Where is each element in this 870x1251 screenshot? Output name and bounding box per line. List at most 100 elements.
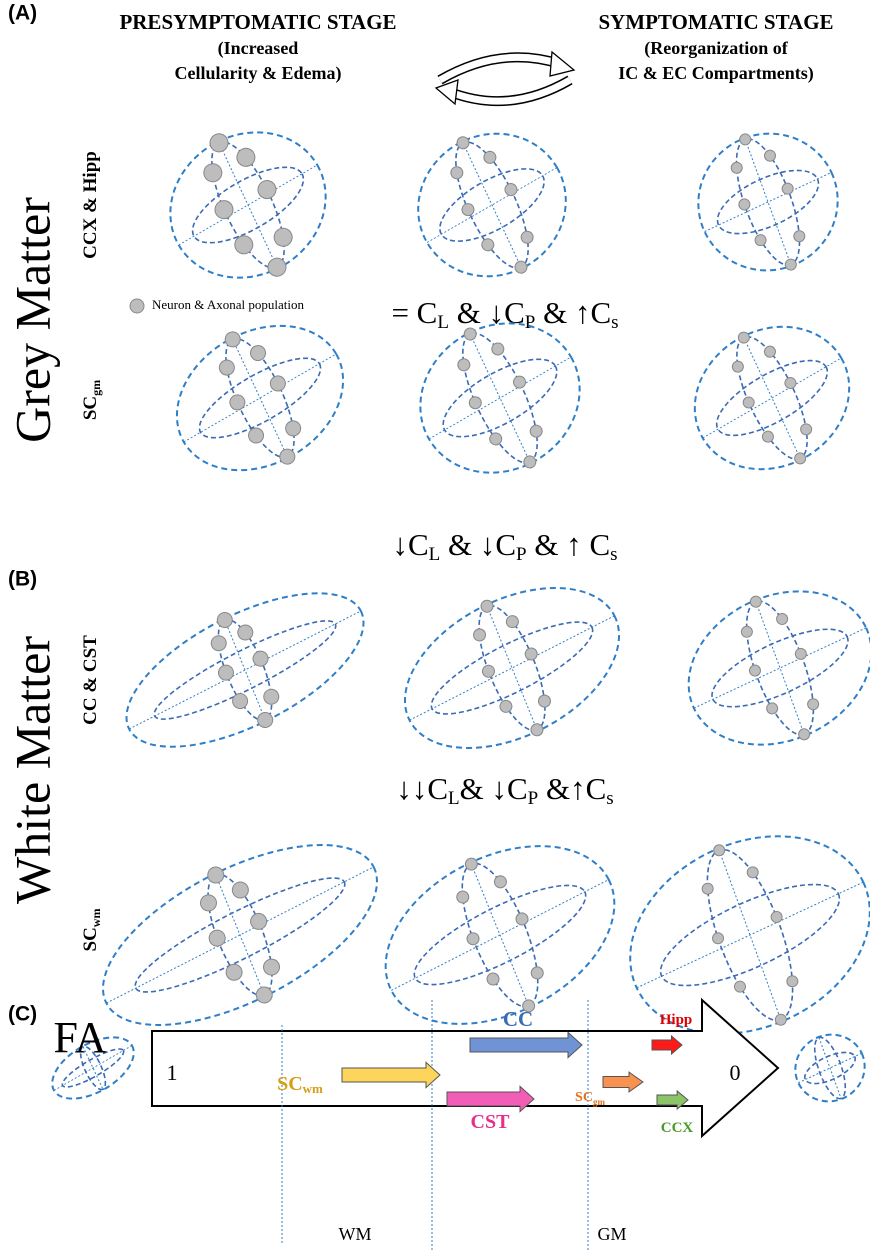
neuron: [738, 132, 752, 146]
neuron: [792, 229, 806, 243]
section-label: White Matter: [4, 636, 60, 904]
formula-text: ↓C: [392, 527, 428, 562]
neuron: [248, 911, 269, 932]
formula-sub: L: [437, 312, 449, 333]
tensor-cell: [353, 804, 648, 1066]
neuron: [781, 182, 795, 196]
outer-ellipse: [784, 1023, 870, 1112]
tensor-cell: [673, 105, 863, 299]
neuron: [701, 882, 715, 896]
neuron: [761, 429, 776, 444]
outer-ellipse: [669, 299, 870, 497]
neuron: [261, 687, 281, 707]
row-label: CCX & Hipp: [80, 151, 101, 259]
fa-start: 1: [167, 1060, 178, 1085]
neuron: [490, 341, 506, 357]
axis-line: [703, 358, 842, 438]
tensor-cell: [147, 289, 374, 506]
neuron: [246, 426, 266, 446]
neuron: [455, 889, 471, 905]
neuron: [783, 376, 798, 391]
formula-text: & ↑ C: [527, 527, 611, 562]
neuron: [512, 374, 528, 390]
formula-text: & ↑C: [535, 295, 611, 330]
neuron: [514, 911, 530, 927]
neuron: [730, 161, 744, 175]
neuron: [794, 647, 808, 661]
neuron: [261, 957, 282, 978]
tensor-cell: [661, 557, 870, 779]
marker-label-sub: wm: [303, 1081, 323, 1096]
neuron: [528, 423, 544, 439]
stage-subtitle: Cellularity & Edema): [175, 63, 342, 84]
tensor-cell: [72, 800, 407, 1070]
formula-sub: L: [448, 788, 460, 809]
inner-ellipse: [702, 614, 858, 722]
neuron: [731, 359, 746, 374]
formula-text: ↓↓C: [396, 771, 448, 806]
marker-label-main: Hipp: [660, 1012, 693, 1028]
tensor-cell: [100, 554, 389, 785]
marker-label: CCX: [661, 1120, 694, 1136]
row-label-sub: wm: [89, 909, 103, 928]
row-label-sub: gm: [89, 380, 103, 396]
neuron: [456, 357, 472, 373]
section-label: Grey Matter: [4, 197, 60, 443]
formula-text: & ↓C: [460, 771, 528, 806]
formula-sub: P: [516, 544, 527, 565]
cycle-arrow-fill: [450, 80, 570, 101]
formula-sub: L: [429, 544, 441, 565]
formula-sub: P: [528, 788, 539, 809]
legend-swatch: [130, 299, 144, 313]
neuron: [215, 610, 235, 630]
neuron: [711, 931, 725, 945]
formula-sub: s: [611, 312, 618, 333]
stage-subtitle: IC & EC Compartments): [618, 63, 813, 84]
region-label: WM: [339, 1224, 372, 1244]
tensor-cell: [666, 294, 870, 503]
axis-line: [637, 882, 864, 988]
inner-columns: [186, 121, 311, 289]
neuron: [765, 701, 779, 715]
neuron: [265, 255, 289, 279]
neuron: [449, 165, 465, 181]
panel-label: (B): [8, 568, 37, 591]
marker-label: Hipp: [660, 1012, 693, 1028]
neuron: [480, 237, 496, 253]
neuron: [277, 447, 297, 467]
marker-label: CC: [503, 1007, 533, 1031]
row-label-main: CC & CST: [80, 635, 101, 725]
neuron: [209, 633, 229, 653]
neuron: [775, 612, 789, 626]
neuron: [224, 962, 245, 983]
neuron: [255, 710, 275, 730]
panel-label: (A): [8, 2, 37, 25]
neuron: [248, 343, 268, 363]
panel-label: (C): [8, 1003, 37, 1026]
neuron: [537, 693, 553, 709]
inner-columns: [439, 846, 561, 1023]
legend-label: Neuron & Axonal population: [152, 297, 305, 312]
formula-sub: s: [610, 544, 617, 565]
fa-end: 0: [730, 1060, 741, 1085]
stage-title: SYMPTOMATIC STAGE: [598, 10, 833, 34]
neuron: [201, 161, 225, 185]
neuron: [746, 865, 760, 879]
neuron: [217, 358, 237, 378]
formula: = CL & ↓CP & ↑Cs: [391, 295, 618, 333]
neuron: [467, 395, 483, 411]
row-label: SCgm: [80, 380, 102, 420]
stage-subtitle: (Reorganization of: [644, 38, 788, 59]
tensor-cell: [376, 549, 649, 787]
marker-label: CST: [471, 1111, 511, 1133]
marker-label-main: SC: [575, 1090, 593, 1105]
region-label: GM: [597, 1224, 626, 1244]
neuron: [232, 233, 256, 257]
inner-columns: [185, 856, 296, 1014]
formula-text: &↑C: [538, 771, 606, 806]
outer-ellipse: [663, 563, 870, 774]
tensor-cell: [389, 101, 596, 309]
neuron: [198, 892, 219, 913]
neuron: [741, 395, 756, 410]
inner-columns: [726, 586, 834, 749]
